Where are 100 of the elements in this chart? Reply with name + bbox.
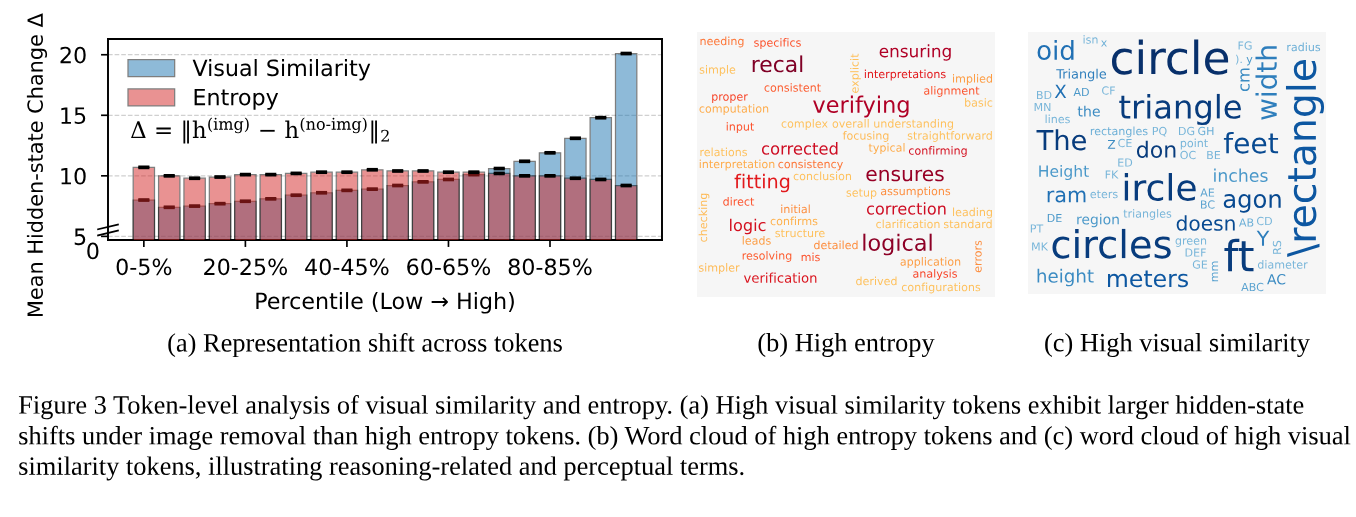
text: MN [1034, 102, 1051, 112]
text: relations [700, 147, 748, 157]
text: GH [1198, 126, 1214, 136]
text: ED [1118, 158, 1133, 167]
text: PQ [1152, 126, 1167, 137]
text: verification [743, 272, 817, 283]
text: Z [1107, 140, 1116, 149]
text: ). [1235, 54, 1242, 65]
text: consistency [778, 159, 843, 171]
text: implied [953, 74, 992, 85]
caption: Figure 3 Token-level analysis of visual similarity and entropy. (a) High visual similarity tokens exhibit larger hidden-state shifts under image removal than high entropy tokens. (b) Word cloud of high entropy tokens and (c) word cloud of high visual similarity tokens, illustrating reasoning-related and perceptual terms. [18, 395, 1351, 481]
text: AE [1200, 188, 1215, 197]
text: proper [712, 94, 748, 103]
text: FK [1105, 170, 1119, 179]
text: ft [1224, 238, 1254, 272]
text: oid [1037, 39, 1074, 61]
text: diameter [1257, 260, 1308, 269]
y-axis-title: Mean Hidden-state Change Δ [26, 13, 48, 317]
text: BE [1207, 150, 1221, 160]
text: rectangles [1090, 126, 1148, 138]
text: point [1180, 138, 1208, 150]
text: X [1054, 84, 1067, 99]
text: CF [1102, 86, 1115, 95]
text: configurations [901, 282, 981, 294]
text: the [1077, 105, 1100, 117]
text: inches [1214, 168, 1268, 183]
text: CE [1118, 138, 1132, 148]
x-axis-title: Percentile (Low → High) [256, 292, 514, 314]
text: feet [1223, 131, 1279, 154]
text: triangle [1119, 93, 1241, 126]
text: AC [1267, 273, 1286, 285]
text: logic [730, 218, 766, 235]
text: AB [1238, 218, 1254, 227]
text: don [1136, 140, 1176, 158]
text: ABC [1241, 282, 1264, 292]
text: straightforward [907, 131, 992, 142]
text: logical [863, 233, 932, 256]
text: The [1036, 129, 1086, 151]
text: agon [1223, 194, 1281, 213]
legend-label: Visual Similarity [192, 59, 371, 81]
text: computation [699, 104, 769, 115]
text: FG [1238, 41, 1252, 50]
annotation: Δ = ‖h$^{(img)}$ − h$^{(no‐img)}$‖$_{2}$ [131, 117, 389, 144]
text: DEF [1185, 248, 1206, 257]
text: direct [723, 197, 755, 206]
text: x [1101, 40, 1107, 47]
text: leading [953, 207, 992, 219]
text: width [1255, 46, 1278, 120]
text: specifics [754, 38, 801, 49]
y-tick-label: 20 [60, 46, 86, 64]
text: typical [868, 143, 905, 154]
text: PT [1030, 224, 1044, 233]
text: 0 [87, 242, 99, 260]
text: mis [801, 252, 820, 262]
text: region [1077, 213, 1119, 228]
text: Y [1256, 230, 1270, 246]
text: errors [975, 240, 982, 273]
text: analysis [913, 269, 957, 280]
text: derived [856, 276, 897, 286]
text: mm [1211, 261, 1219, 282]
text: recal [752, 55, 803, 73]
text: application [900, 257, 961, 268]
text: BD [1037, 90, 1052, 100]
text: BC [1201, 200, 1215, 209]
text: ircle [1124, 173, 1196, 201]
x-tick-label: 0-5% [116, 258, 172, 276]
x-tick-label: 80-85% [508, 258, 592, 276]
text: circles [1052, 228, 1171, 259]
text: interpretation [699, 159, 775, 171]
text: (b) High entropy [758, 333, 935, 357]
text: isn [1083, 35, 1098, 44]
text: needing [700, 36, 744, 48]
text: leads [742, 236, 771, 245]
text: focusing [842, 131, 889, 142]
text: confirms [770, 216, 818, 226]
text: correction [866, 202, 946, 215]
text: eters [1090, 190, 1118, 199]
text: DE [1047, 213, 1062, 223]
text: basic [965, 98, 993, 107]
text: initial [781, 204, 810, 214]
text: circle [1111, 39, 1229, 75]
y-tick-label: 5 [74, 228, 86, 246]
text: MK [1032, 242, 1049, 251]
text: alignment [924, 86, 980, 97]
text: CD [1256, 216, 1272, 226]
text: \rectangle [1285, 60, 1325, 257]
text: fitting [734, 173, 790, 193]
text: complex [781, 119, 828, 130]
text: interpretations [864, 69, 946, 81]
text: Height [1039, 164, 1089, 181]
text: detailed [814, 240, 858, 250]
text: input [726, 122, 755, 133]
text: consistent [764, 83, 821, 92]
text: resolving [742, 251, 792, 262]
text: DG [1179, 126, 1195, 136]
text: clarification [876, 219, 940, 229]
x-tick-label: 20-25% [204, 258, 287, 276]
text: (a) Representation shift across tokens [168, 332, 562, 358]
text: RS [1272, 240, 1282, 254]
text: standard [943, 219, 992, 229]
